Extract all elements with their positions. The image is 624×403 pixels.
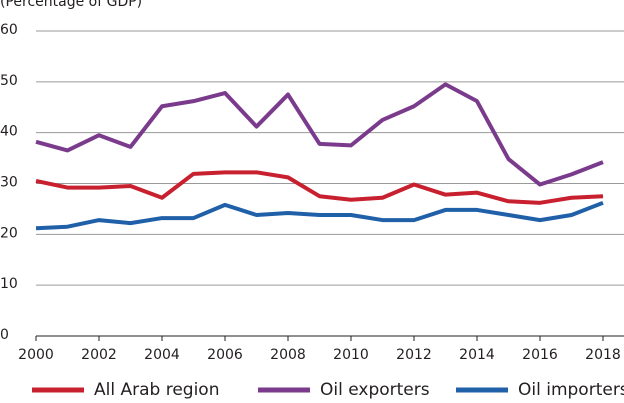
x-tick-label: 2008 xyxy=(270,347,306,363)
x-tick-label: 2000 xyxy=(18,347,54,363)
y-tick-label: 10 xyxy=(0,276,18,292)
x-tick-label: 2006 xyxy=(207,347,243,363)
y-tick-label: 0 xyxy=(0,327,9,343)
series-line xyxy=(35,170,604,205)
x-tick-label: 2014 xyxy=(459,347,495,363)
chart-subtitle: (Percentage of GDP) xyxy=(0,0,142,10)
y-tick-label: 30 xyxy=(0,175,18,191)
legend-label: Oil importers xyxy=(518,380,624,400)
series-line xyxy=(35,200,604,231)
x-tick-label: 2002 xyxy=(81,347,117,363)
legend-label: Oil exporters xyxy=(320,380,430,400)
x-tick-label: 2004 xyxy=(144,347,180,363)
y-tick-label: 50 xyxy=(0,73,18,89)
x-tick-label: 2018 xyxy=(585,347,621,363)
y-tick-label: 20 xyxy=(0,225,18,241)
x-tick-label: 2016 xyxy=(522,347,558,363)
y-tick-label: 40 xyxy=(0,124,18,140)
x-tick-label: 2012 xyxy=(396,347,432,363)
x-tick-label: 2010 xyxy=(333,347,369,363)
y-tick-label: 60 xyxy=(0,22,18,38)
series-line xyxy=(35,82,604,187)
legend-label: All Arab region xyxy=(94,380,219,400)
